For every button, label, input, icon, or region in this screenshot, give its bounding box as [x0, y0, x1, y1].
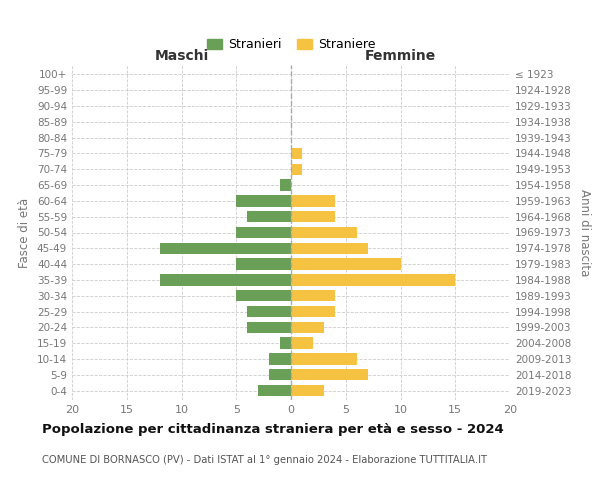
Bar: [160, 274, 291, 285]
Bar: [291, 338, 313, 349]
Bar: [291, 148, 302, 159]
Text: Maschi: Maschi: [154, 50, 209, 64]
Bar: [269, 369, 291, 380]
Bar: [291, 211, 335, 222]
Text: Popolazione per cittadinanza straniera per età e sesso - 2024: Popolazione per cittadinanza straniera p…: [42, 422, 504, 436]
Bar: [291, 164, 302, 175]
Bar: [258, 385, 291, 396]
Bar: [291, 385, 324, 396]
Bar: [291, 353, 356, 364]
Bar: [247, 211, 291, 222]
Bar: [291, 227, 356, 238]
Legend: Stranieri, Straniere: Stranieri, Straniere: [203, 34, 379, 55]
Bar: [280, 338, 291, 349]
Bar: [247, 306, 291, 317]
Bar: [291, 195, 335, 206]
Bar: [291, 274, 455, 285]
Text: Femmine: Femmine: [365, 50, 436, 64]
Bar: [280, 180, 291, 191]
Bar: [291, 322, 324, 333]
Bar: [291, 369, 368, 380]
Bar: [291, 242, 368, 254]
Text: COMUNE DI BORNASCO (PV) - Dati ISTAT al 1° gennaio 2024 - Elaborazione TUTTITALI: COMUNE DI BORNASCO (PV) - Dati ISTAT al …: [42, 455, 487, 465]
Bar: [269, 353, 291, 364]
Bar: [236, 258, 291, 270]
Bar: [236, 290, 291, 302]
Bar: [291, 258, 401, 270]
Bar: [160, 242, 291, 254]
Bar: [247, 322, 291, 333]
Y-axis label: Anni di nascita: Anni di nascita: [578, 189, 591, 276]
Y-axis label: Fasce di età: Fasce di età: [19, 198, 31, 268]
Bar: [236, 227, 291, 238]
Bar: [291, 306, 335, 317]
Bar: [236, 195, 291, 206]
Bar: [291, 290, 335, 302]
